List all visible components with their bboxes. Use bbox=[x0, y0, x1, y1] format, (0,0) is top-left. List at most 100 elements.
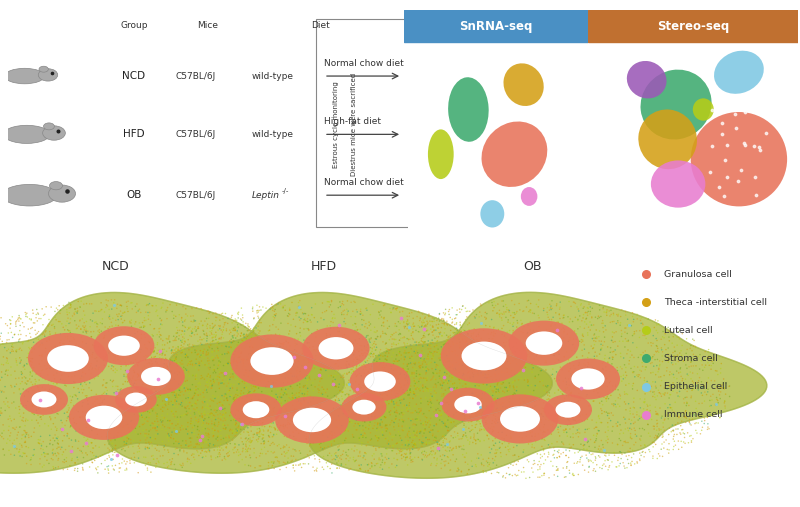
Point bbox=[209, 412, 222, 420]
Point bbox=[662, 415, 674, 423]
Point bbox=[382, 383, 394, 391]
Point bbox=[256, 450, 269, 458]
Point bbox=[418, 426, 431, 434]
Point bbox=[54, 306, 66, 314]
Point bbox=[139, 443, 152, 451]
Point bbox=[692, 386, 705, 394]
Point bbox=[601, 306, 614, 314]
Point bbox=[502, 306, 514, 314]
Point bbox=[375, 370, 388, 378]
Point bbox=[126, 402, 139, 410]
Point bbox=[658, 444, 670, 452]
Point bbox=[125, 343, 138, 351]
Point bbox=[10, 320, 22, 328]
Point bbox=[649, 393, 662, 401]
Point bbox=[179, 381, 192, 389]
Point bbox=[236, 438, 249, 446]
Point bbox=[320, 411, 333, 419]
Point bbox=[681, 400, 694, 408]
Circle shape bbox=[31, 391, 57, 408]
Point bbox=[123, 403, 136, 411]
Point bbox=[529, 372, 542, 380]
Point bbox=[392, 420, 405, 428]
Point bbox=[479, 353, 492, 361]
Point bbox=[529, 393, 542, 402]
Point bbox=[271, 340, 284, 348]
Point bbox=[124, 380, 137, 388]
Point bbox=[503, 383, 516, 391]
Point bbox=[517, 463, 530, 472]
Point bbox=[586, 313, 598, 321]
Point bbox=[227, 317, 240, 325]
Point bbox=[34, 363, 46, 371]
Point bbox=[357, 400, 370, 408]
Point bbox=[346, 368, 359, 376]
Point bbox=[475, 460, 488, 468]
Point bbox=[99, 418, 112, 426]
Point bbox=[110, 448, 122, 456]
Point bbox=[550, 318, 563, 326]
Point bbox=[436, 319, 449, 328]
Point bbox=[184, 323, 197, 332]
Point bbox=[227, 426, 240, 434]
Point bbox=[506, 461, 519, 469]
Point bbox=[590, 429, 603, 438]
Point bbox=[439, 376, 452, 384]
Point bbox=[230, 448, 243, 456]
Point bbox=[597, 382, 610, 390]
Point bbox=[238, 384, 250, 392]
Point bbox=[391, 386, 404, 394]
Point bbox=[626, 434, 638, 443]
Point bbox=[246, 376, 259, 384]
Point bbox=[516, 414, 529, 422]
Point bbox=[404, 394, 417, 402]
Point bbox=[8, 382, 21, 390]
Point bbox=[682, 384, 695, 392]
Point bbox=[433, 427, 446, 435]
Point bbox=[453, 409, 466, 417]
Point bbox=[304, 440, 317, 448]
Point bbox=[605, 310, 618, 318]
Point bbox=[296, 370, 309, 378]
Point bbox=[618, 464, 631, 472]
Point bbox=[40, 303, 53, 311]
Point bbox=[278, 452, 291, 460]
Point bbox=[18, 449, 31, 457]
Point bbox=[155, 425, 168, 433]
Point bbox=[100, 432, 113, 441]
Point bbox=[44, 414, 57, 422]
Circle shape bbox=[571, 368, 605, 390]
Point bbox=[220, 394, 233, 403]
Point bbox=[452, 466, 465, 474]
Point bbox=[393, 416, 406, 424]
Point bbox=[598, 354, 611, 363]
Point bbox=[442, 377, 455, 385]
Point bbox=[663, 412, 676, 420]
Point bbox=[80, 325, 93, 333]
Point bbox=[245, 382, 258, 390]
Point bbox=[20, 380, 33, 388]
Point bbox=[458, 351, 470, 359]
Point bbox=[213, 370, 226, 378]
Point bbox=[480, 338, 493, 346]
Point bbox=[341, 414, 354, 422]
Point bbox=[58, 431, 70, 440]
Point bbox=[615, 306, 628, 314]
Point bbox=[372, 434, 385, 442]
Point bbox=[397, 365, 410, 373]
Point bbox=[362, 414, 375, 422]
Point bbox=[282, 416, 294, 424]
Point bbox=[467, 350, 480, 358]
Point bbox=[666, 348, 679, 356]
Point bbox=[482, 330, 494, 338]
Point bbox=[280, 352, 293, 360]
Point bbox=[215, 369, 228, 377]
Point bbox=[484, 383, 497, 391]
Point bbox=[581, 439, 594, 447]
Point bbox=[197, 392, 210, 401]
Point bbox=[381, 347, 394, 355]
Point bbox=[265, 366, 278, 374]
Point bbox=[206, 334, 218, 342]
Point bbox=[120, 298, 133, 306]
Point bbox=[133, 319, 146, 327]
